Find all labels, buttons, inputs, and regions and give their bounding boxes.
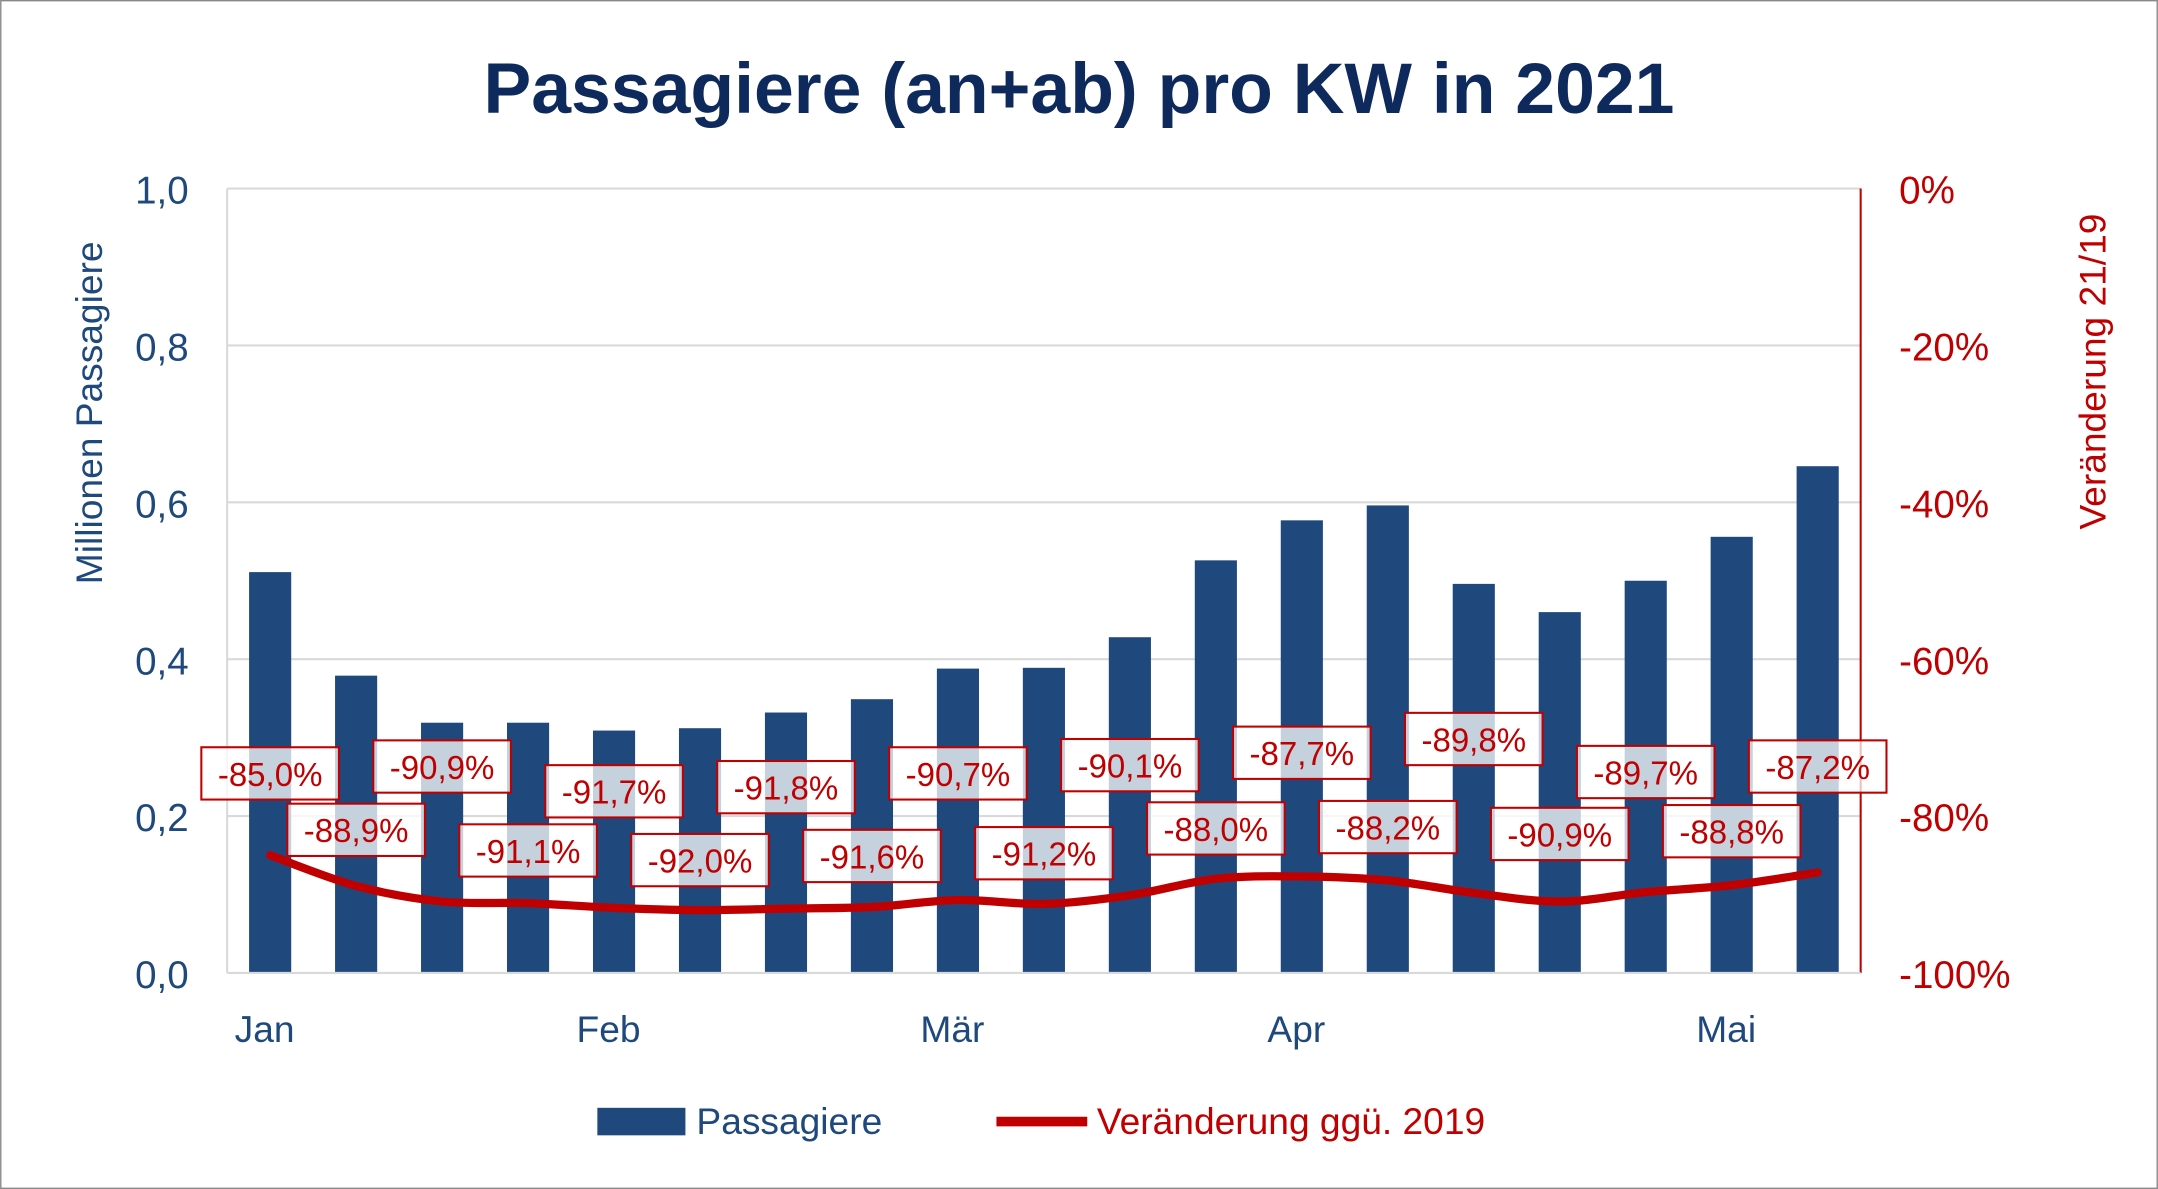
- data-label: -91,1%: [458, 823, 598, 878]
- data-label-box: [974, 826, 1114, 881]
- y-right-tick-label: -80%: [1899, 797, 1989, 840]
- data-label-text: -91,7%: [562, 774, 667, 811]
- data-label-box: [716, 759, 856, 815]
- y-left-tick-label: 0,8: [135, 327, 189, 370]
- y-left-tick-label: 0,0: [135, 954, 189, 997]
- data-label-text: -89,8%: [1421, 721, 1526, 758]
- y-left-tick-label: 0,4: [135, 640, 189, 683]
- data-label-text: -91,8%: [734, 770, 839, 807]
- bar: [1452, 583, 1495, 973]
- data-label: -91,8%: [716, 759, 856, 815]
- data-label-text: -88,0%: [1164, 811, 1269, 848]
- data-label: -88,9%: [286, 802, 426, 858]
- x-tick-label: Jan: [235, 1008, 295, 1050]
- y-axis-right-label: Veränderung 21/19: [2072, 214, 2114, 530]
- data-label-box: [458, 823, 598, 878]
- x-tick-label: Mai: [1696, 1008, 1756, 1050]
- x-tick-label: Apr: [1267, 1008, 1325, 1050]
- data-label-box: [1060, 737, 1200, 793]
- bar: [1194, 560, 1237, 973]
- data-label-text: -90,7%: [906, 756, 1011, 793]
- data-label: -92,0%: [630, 832, 770, 888]
- data-label: -91,7%: [544, 764, 684, 819]
- data-label: -87,2%: [1747, 739, 1888, 794]
- data-label-box: [1146, 801, 1286, 856]
- data-label: -87,7%: [1231, 725, 1372, 780]
- data-label-text: -92,0%: [648, 842, 753, 879]
- data-label-box: [888, 746, 1028, 801]
- data-label-text: -87,2%: [1765, 749, 1870, 786]
- data-label-box: [200, 746, 340, 801]
- data-label-text: -90,1%: [1078, 748, 1183, 785]
- bar: [1366, 505, 1409, 973]
- y-right-tick-label: -20%: [1899, 327, 1989, 370]
- bar: [1710, 536, 1753, 973]
- data-label: -89,8%: [1403, 711, 1544, 767]
- data-label-box: [1489, 806, 1630, 862]
- bar: [764, 712, 808, 973]
- data-label-box: [1575, 744, 1716, 800]
- data-label: -88,8%: [1661, 804, 1802, 859]
- y-left-tick-label: 0,2: [135, 797, 189, 840]
- data-label-box: [1661, 804, 1802, 859]
- data-label-text: -90,9%: [390, 749, 495, 786]
- y-right-tick-label: -60%: [1899, 640, 1989, 683]
- data-label-box: [1747, 739, 1888, 794]
- legend-label-passagiere: Passagiere: [696, 1100, 882, 1142]
- data-label: -88,2%: [1317, 799, 1458, 855]
- y-right-tick-label: -40%: [1899, 483, 1989, 526]
- legend-label-change: Veränderung ggü. 2019: [1097, 1100, 1485, 1142]
- data-label-text: -85,0%: [218, 756, 323, 793]
- data-label: -88,0%: [1146, 801, 1286, 856]
- change-line: [266, 851, 1822, 915]
- y-left-tick-label: 1,0: [135, 170, 189, 213]
- bar: [1538, 612, 1581, 973]
- data-label-text: -88,8%: [1679, 814, 1784, 851]
- data-label: -91,2%: [974, 826, 1114, 881]
- data-label: -90,7%: [888, 746, 1028, 801]
- bar: [1796, 466, 1839, 973]
- data-label-text: -90,9%: [1507, 816, 1612, 853]
- data-label-box: [1403, 711, 1544, 767]
- legend-swatch-passagiere: [597, 1107, 686, 1136]
- data-label: -90,1%: [1060, 737, 1200, 793]
- data-label-box: [802, 828, 942, 884]
- data-label-box: [630, 832, 770, 888]
- x-tick-label: Feb: [577, 1008, 641, 1050]
- data-label-text: -88,9%: [304, 812, 409, 849]
- data-label: -90,9%: [1489, 806, 1630, 862]
- bar: [1022, 667, 1065, 973]
- data-label-text: -88,2%: [1335, 809, 1440, 846]
- bar: [936, 668, 979, 973]
- data-label-text: -91,2%: [992, 836, 1097, 873]
- data-label-text: -87,7%: [1250, 735, 1355, 772]
- data-label: -90,9%: [372, 739, 512, 794]
- data-label-box: [544, 764, 684, 819]
- chart-title: Passagiere (an+ab) pro KW in 2021: [484, 49, 1675, 129]
- data-label-text: -91,6%: [820, 838, 925, 875]
- y-left-tick-label: 0,6: [135, 483, 189, 526]
- legend: Passagiere Veränderung ggü. 2019: [597, 1100, 1485, 1142]
- x-tick-label: Mär: [920, 1008, 984, 1050]
- bar: [1108, 637, 1151, 973]
- data-label-box: [372, 739, 512, 794]
- data-label-text: -91,1%: [476, 833, 581, 870]
- y-right-tick-label: 0%: [1899, 170, 1955, 213]
- data-label: -85,0%: [200, 746, 340, 801]
- y-axis-left-label: Millionen Passagiere: [68, 241, 110, 584]
- data-label-box: [286, 802, 426, 858]
- y-right-tick-label: -100%: [1899, 954, 2010, 997]
- data-label-box: [1231, 725, 1372, 780]
- data-label-text: -89,7%: [1593, 754, 1698, 791]
- data-label-box: [1317, 799, 1458, 855]
- data-label: -89,7%: [1575, 744, 1716, 800]
- data-label: -91,6%: [802, 828, 942, 884]
